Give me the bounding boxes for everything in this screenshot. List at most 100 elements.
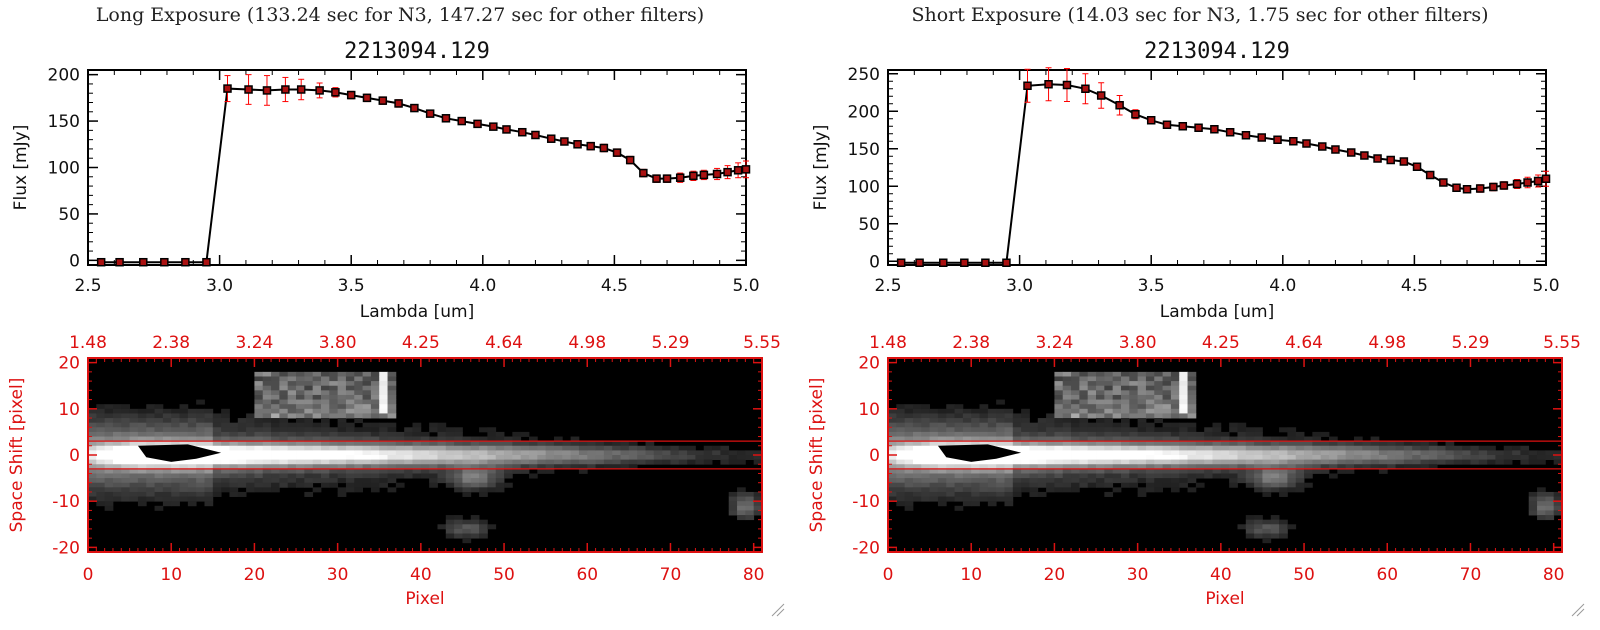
image-pixel bbox=[912, 422, 922, 428]
image-pixel bbox=[1079, 441, 1089, 447]
image-pixel bbox=[912, 464, 922, 470]
image-pixel bbox=[112, 408, 122, 414]
image-pixel bbox=[1170, 404, 1180, 410]
image-pixel bbox=[121, 482, 130, 488]
resize-grip-icon[interactable] bbox=[1571, 603, 1585, 617]
image-pixel bbox=[462, 455, 472, 461]
image-pixel bbox=[104, 427, 114, 433]
image-pixel bbox=[137, 408, 147, 414]
image-pixel bbox=[1403, 464, 1413, 470]
data-point bbox=[1331, 145, 1340, 154]
image-pixel bbox=[1262, 436, 1272, 442]
image-pixel bbox=[1021, 418, 1030, 424]
image-pixel bbox=[1287, 524, 1297, 530]
image-pixel bbox=[1187, 431, 1197, 437]
image-pixel bbox=[304, 464, 314, 470]
image-pixel bbox=[1312, 455, 1322, 461]
image-pixel bbox=[545, 468, 555, 474]
image-pixel bbox=[454, 464, 463, 470]
image-pixel bbox=[171, 413, 180, 419]
image-pixel bbox=[262, 445, 272, 451]
image-pixel bbox=[337, 390, 347, 396]
image-pixel bbox=[1187, 473, 1197, 479]
image-pixel bbox=[1037, 441, 1047, 447]
image-pixel bbox=[1129, 371, 1139, 377]
long-exposure-panel: Long Exposure (133.24 sec for N3, 147.27… bbox=[7, 4, 785, 617]
image-pixel bbox=[954, 478, 964, 484]
image-pixel bbox=[470, 459, 480, 465]
image-pixel bbox=[1254, 533, 1263, 539]
image-pixel bbox=[320, 459, 330, 465]
image-pixel bbox=[1245, 436, 1255, 442]
image-pixel bbox=[88, 436, 97, 442]
image-pixel bbox=[271, 450, 280, 456]
image-pixel bbox=[362, 394, 372, 400]
image-pixel bbox=[1154, 473, 1163, 479]
image-pixel bbox=[354, 394, 363, 400]
image-pixel bbox=[1270, 515, 1280, 521]
y-tick-label: 100 bbox=[848, 177, 880, 197]
image-pixel bbox=[362, 381, 372, 387]
image-pixel bbox=[603, 464, 613, 470]
image-pixel bbox=[1387, 445, 1396, 451]
image-pixel bbox=[1129, 473, 1139, 479]
image-pixel bbox=[370, 464, 380, 470]
image-pixel bbox=[379, 427, 388, 433]
image-pixel bbox=[162, 491, 172, 497]
data-point bbox=[573, 140, 582, 149]
resize-grip-icon[interactable] bbox=[771, 603, 785, 617]
image-pixel bbox=[320, 482, 330, 488]
image-pixel bbox=[121, 473, 130, 479]
image-pixel bbox=[196, 468, 205, 474]
image-pixel bbox=[212, 455, 222, 461]
image-pixel bbox=[1079, 422, 1089, 428]
image-pixel bbox=[395, 450, 405, 456]
image-pixel bbox=[312, 487, 322, 493]
image-pixel bbox=[1229, 450, 1238, 456]
data-point bbox=[1475, 184, 1485, 193]
image-pixel bbox=[1337, 464, 1347, 470]
image-pixel bbox=[262, 385, 272, 391]
image-pixel bbox=[1553, 496, 1563, 502]
image-pixel bbox=[1071, 464, 1080, 470]
image-pixel bbox=[445, 533, 455, 539]
image-pixel bbox=[254, 418, 264, 424]
image-pixel bbox=[229, 450, 239, 456]
short-exposure-panel: Short Exposure (14.03 sec for N3, 1.75 s… bbox=[800, 0, 1600, 630]
image-pixel bbox=[470, 487, 480, 493]
image-pixel bbox=[1262, 528, 1272, 534]
image-pixel bbox=[279, 455, 289, 461]
image-pixel bbox=[937, 408, 947, 414]
image-pixel bbox=[737, 515, 746, 521]
image-pixel bbox=[470, 436, 480, 442]
image-pixel bbox=[1320, 468, 1330, 474]
image-pixel bbox=[237, 459, 247, 465]
image-pixel bbox=[1187, 455, 1197, 461]
image-pixel bbox=[129, 441, 139, 447]
image-pixel bbox=[954, 482, 964, 488]
image-pixel bbox=[1087, 445, 1097, 451]
image-pixel bbox=[1378, 445, 1388, 451]
image-pixel bbox=[320, 376, 330, 382]
image-pixel bbox=[412, 459, 422, 465]
image-pixel bbox=[312, 371, 322, 377]
image-pixel bbox=[146, 487, 155, 493]
image-pixel bbox=[329, 399, 339, 405]
x-tick-label: 4.5 bbox=[601, 276, 628, 296]
image-pixel bbox=[1237, 478, 1247, 484]
image-pixel bbox=[1137, 478, 1147, 484]
image-pixel bbox=[1054, 468, 1064, 474]
image-pixel bbox=[1037, 427, 1047, 433]
image-pixel bbox=[1545, 496, 1555, 502]
data-point bbox=[1452, 183, 1461, 192]
image-pixel bbox=[237, 478, 247, 484]
image-pixel bbox=[578, 468, 588, 474]
image-pixel bbox=[387, 385, 397, 391]
image-pixel bbox=[237, 418, 247, 424]
image-x-axis-label: Pixel bbox=[405, 589, 444, 609]
image-pixel bbox=[1453, 450, 1463, 456]
image-pixel bbox=[1420, 464, 1430, 470]
image-pixel bbox=[553, 464, 563, 470]
image-pixel bbox=[487, 436, 497, 442]
image-pixel bbox=[971, 487, 980, 493]
